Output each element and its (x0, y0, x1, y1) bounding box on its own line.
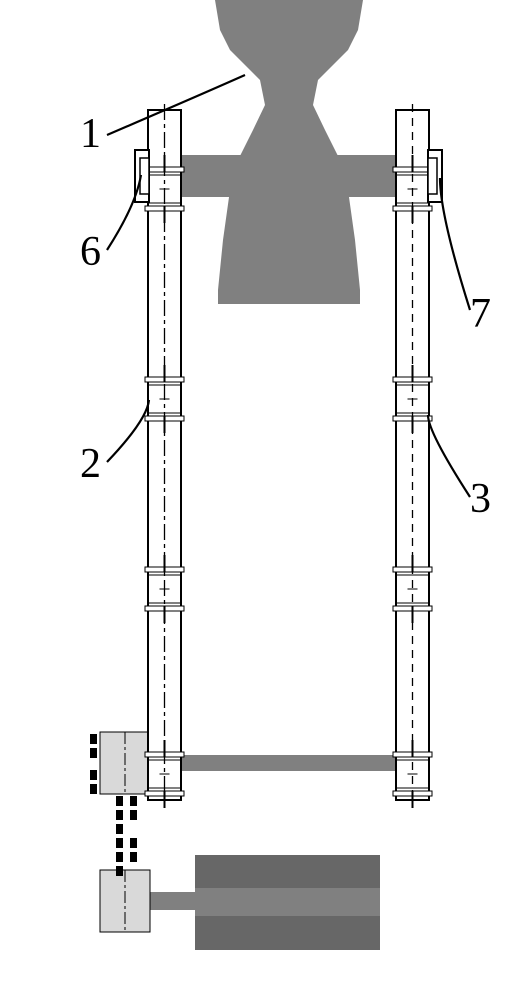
gear-tooth (130, 810, 137, 820)
svg-layer (0, 0, 517, 1000)
diagram-canvas: 1 6 2 7 3 (0, 0, 517, 1000)
label-2: 2 (80, 440, 101, 488)
label-6: 6 (80, 228, 101, 276)
right-bracket-inner (428, 158, 437, 194)
gear-tooth (116, 866, 123, 876)
gear-tooth (116, 824, 123, 834)
label-1: 1 (80, 110, 101, 158)
gear-tooth (90, 784, 97, 794)
gear-tooth (130, 796, 137, 806)
lower-gear-shaft (148, 892, 196, 910)
leader-line-7 (440, 178, 470, 310)
gear-tooth (116, 852, 123, 862)
top-crossbar (150, 155, 428, 197)
leader-line-2 (107, 400, 149, 462)
gear-tooth (90, 734, 97, 744)
gear-tooth (130, 852, 137, 862)
gear-tooth (116, 796, 123, 806)
gear-tooth (90, 770, 97, 780)
motor-band (195, 888, 380, 916)
gear-tooth (130, 838, 137, 848)
gear-tooth (90, 748, 97, 758)
gear-tooth (116, 838, 123, 848)
leader-line-3 (428, 415, 470, 497)
label-3: 3 (470, 475, 491, 523)
label-7: 7 (470, 290, 491, 338)
fan-body (215, 0, 363, 304)
gear-tooth (116, 810, 123, 820)
